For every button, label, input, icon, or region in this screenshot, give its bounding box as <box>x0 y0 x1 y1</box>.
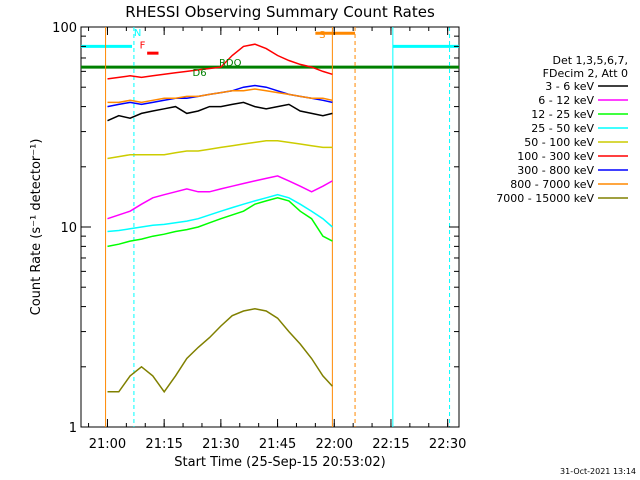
x-tick-label: 22:15 <box>372 437 409 452</box>
y-tick-label: 1 <box>69 421 77 436</box>
x-tick-label: 21:00 <box>89 437 126 452</box>
footer-timestamp: 31-Oct-2021 13:14 <box>560 467 636 476</box>
legend-header-line: Det 1,3,5,6,7, <box>552 54 628 67</box>
legend-entry-label: 100 - 300 keV <box>517 150 594 163</box>
series-line-3 <box>107 193 333 233</box>
annotation-d6: D6 <box>193 68 207 79</box>
legend-entry-label: 3 - 6 keV <box>545 80 594 93</box>
legend-entry-label: 6 - 12 keV <box>538 94 594 107</box>
series-line-0 <box>107 101 333 122</box>
chart-title: RHESSI Observing Summary Count Rates <box>125 3 435 21</box>
annotation-rdo: RDO <box>219 58 242 69</box>
annotation-f: F <box>140 41 146 52</box>
x-tick-label: 21:15 <box>145 437 182 452</box>
y-tick-label: 100 <box>52 21 77 36</box>
annotation-n: N <box>134 28 141 39</box>
series-line-8 <box>107 308 333 394</box>
series-line-7 <box>107 88 333 104</box>
y-axis-label: Count Rate (s⁻¹ detector⁻¹) <box>29 139 44 316</box>
x-tick-label: 21:30 <box>202 437 239 452</box>
legend-entry-label: 12 - 25 keV <box>531 108 594 121</box>
annotation-layer: NF RDO D6 S <box>134 28 326 79</box>
x-tick-label: 22:00 <box>316 437 353 452</box>
legend-entry-label: 7000 - 15000 keV <box>496 192 594 205</box>
series-line-1 <box>107 175 333 220</box>
x-axis-label: Start Time (25-Sep-15 20:53:02) <box>174 455 385 470</box>
y-tick-label: 10 <box>60 221 77 236</box>
series-line-2 <box>107 197 333 248</box>
ticks-layer: 1 10 100 21:00 21:15 21:30 21:45 22:00 22:15 22:3… <box>52 21 466 452</box>
series-layer <box>107 43 333 394</box>
overlay-bars <box>81 27 459 427</box>
x-tick-label: 22:30 <box>429 437 466 452</box>
legend: Det 1,3,5,6,7,FDecim 2, Att 03 - 6 keV6 … <box>496 54 628 205</box>
legend-header-line: FDecim 2, Att 0 <box>543 67 628 80</box>
x-tick-label: 21:45 <box>259 437 296 452</box>
series-line-5 <box>107 43 333 80</box>
legend-entry-label: 25 - 50 keV <box>531 122 594 135</box>
legend-entry-label: 50 - 100 keV <box>524 136 594 149</box>
legend-entry-label: 800 - 7000 keV <box>510 178 594 191</box>
legend-entry-label: 300 - 800 keV <box>517 164 594 177</box>
series-line-4 <box>107 139 333 160</box>
annotation-s: S <box>319 30 325 41</box>
